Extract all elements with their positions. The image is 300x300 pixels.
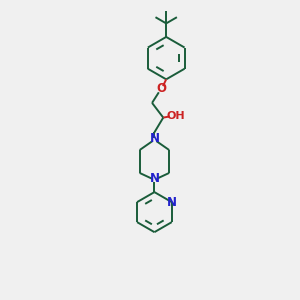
Text: N: N	[167, 196, 177, 208]
Text: N: N	[149, 172, 159, 185]
Text: O: O	[156, 82, 166, 95]
Text: N: N	[149, 132, 159, 145]
Text: OH: OH	[166, 110, 185, 121]
